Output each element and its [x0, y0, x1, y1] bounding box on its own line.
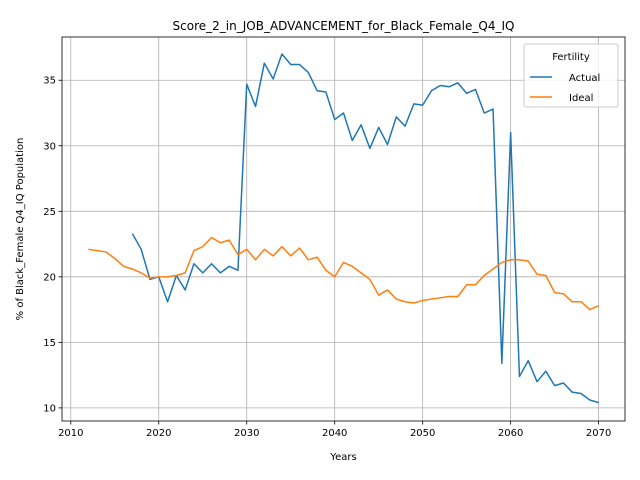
x-tick-label: 2060 [498, 428, 523, 439]
y-axis: 10 15 20 25 30 35 [43, 76, 62, 414]
grid [62, 37, 625, 421]
x-tick-label: 2010 [58, 428, 83, 439]
legend-label-ideal: Ideal [569, 93, 593, 104]
x-tick-label: 2020 [146, 428, 171, 439]
x-axis-label: Years [329, 452, 356, 463]
y-tick-label: 35 [43, 76, 56, 87]
legend-title: Fertility [552, 52, 590, 63]
x-tick-label: 2040 [322, 428, 347, 439]
y-tick-label: 15 [43, 338, 56, 349]
chart-title: Score_2_in_JOB_ADVANCEMENT_for_Black_Fem… [173, 19, 515, 33]
legend: Fertility Actual Ideal [523, 43, 619, 108]
legend-box [523, 43, 619, 108]
y-tick-label: 10 [43, 403, 56, 414]
series-layer [88, 53, 599, 404]
series-line-ideal [88, 236, 599, 311]
x-tick-label: 2030 [234, 428, 259, 439]
y-axis-label: % of Black_Female Q4_IQ Population [15, 138, 26, 321]
legend-label-actual: Actual [569, 73, 600, 84]
y-tick-label: 20 [43, 272, 56, 283]
x-axis: 2010 2020 2030 2040 2050 2060 2070 [58, 421, 611, 439]
series-line-actual [131, 53, 599, 404]
y-tick-label: 25 [43, 207, 56, 218]
plot-frame [61, 36, 626, 422]
x-tick-label: 2050 [410, 428, 435, 439]
y-tick-label: 30 [43, 141, 56, 152]
x-tick-label: 2070 [586, 428, 611, 439]
